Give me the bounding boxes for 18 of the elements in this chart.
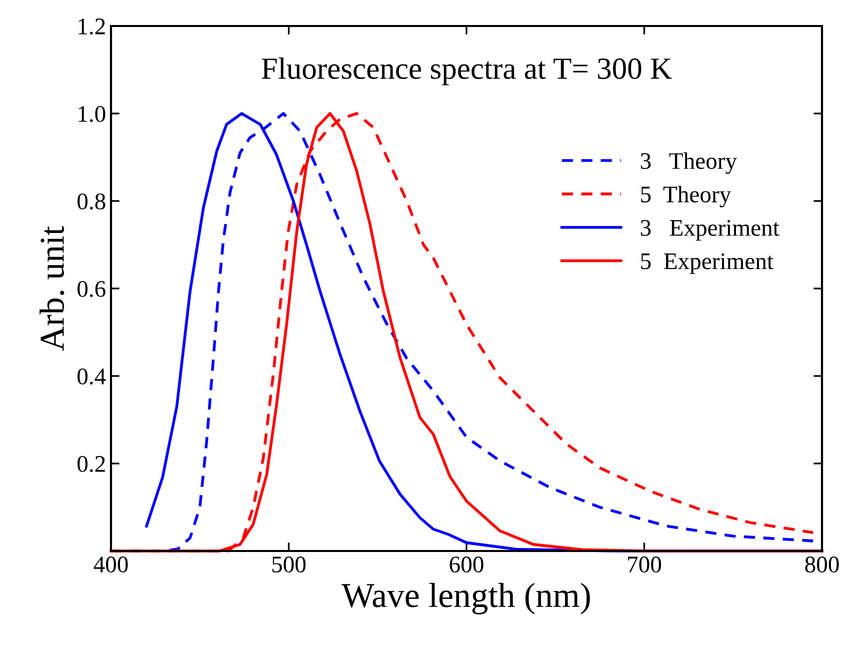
x-tick-label: 600 bbox=[450, 556, 484, 572]
y-tick-label: 0.6 bbox=[78, 280, 106, 298]
legend-label: 5 Experiment bbox=[641, 253, 774, 274]
x-tick-label: 400 bbox=[94, 556, 128, 572]
x-tick-label: 800 bbox=[805, 556, 839, 572]
y-tick-label: 0.4 bbox=[78, 368, 106, 385]
y-tick-label: 1.0 bbox=[78, 106, 106, 122]
y-tick-label: 0.2 bbox=[78, 456, 105, 472]
x-tick-label: 700 bbox=[628, 556, 662, 572]
legend-label: 5 Theory bbox=[641, 186, 732, 208]
y-tick-label: 0.8 bbox=[78, 193, 106, 210]
x-axis-title: Wave length (nm) bbox=[342, 582, 590, 614]
y-axis-title: Arb. unit bbox=[40, 226, 64, 351]
legend-label: 3 Theory bbox=[640, 152, 737, 174]
annotation: Fluorescence spectra at T= 300 K bbox=[262, 58, 672, 86]
x-tick-label: 500 bbox=[272, 556, 306, 572]
y-tick-label: 1.2 bbox=[78, 18, 105, 35]
legend-label: 3 Experiment bbox=[640, 220, 780, 241]
